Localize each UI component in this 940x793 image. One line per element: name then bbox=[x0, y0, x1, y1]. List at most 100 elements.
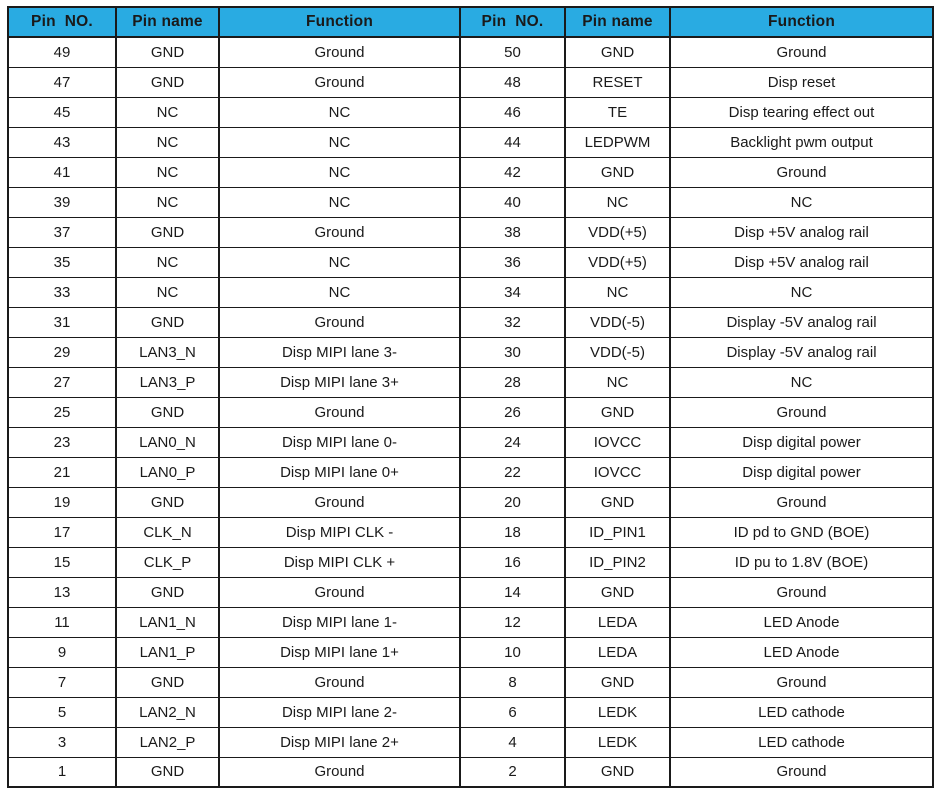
pin-no-cell: 9 bbox=[7, 636, 117, 668]
pin-no-cell: 29 bbox=[7, 336, 117, 368]
function-cell: LED cathode bbox=[669, 726, 934, 758]
pin-name-cell: RESET bbox=[564, 66, 671, 98]
function-cell: Ground bbox=[218, 756, 461, 788]
table-row: 35 NC NC 36 VDD(+5) Disp +5V analog rail bbox=[7, 246, 934, 278]
pin-name-cell: NC bbox=[115, 276, 220, 308]
function-cell: Disp reset bbox=[669, 66, 934, 98]
table-row: 45 NC NC 46 TE Disp tearing effect out bbox=[7, 96, 934, 128]
pin-name-cell: GND bbox=[115, 756, 220, 788]
pin-name-cell: LEDK bbox=[564, 696, 671, 728]
table-row: 17 CLK_N Disp MIPI CLK -18 ID_PIN1 ID pd to … bbox=[7, 516, 934, 548]
pinout-table-body: 49 GND Ground 50 GND Ground 47 GND Ground 48 RESET… bbox=[7, 36, 934, 788]
function-cell: LED Anode bbox=[669, 636, 934, 668]
pin-no-cell: 20 bbox=[459, 486, 566, 518]
function-cell: Backlight pwm output bbox=[669, 126, 934, 158]
pin-no-cell: 31 bbox=[7, 306, 117, 338]
pin-no-cell: 49 bbox=[7, 36, 117, 68]
pin-no-cell: 4 bbox=[459, 726, 566, 758]
table-row: 3 LAN2_P Disp MIPI lane 2+ 4 LEDK LED cathode bbox=[7, 726, 934, 758]
function-cell: Disp MIPI CLK + bbox=[218, 546, 461, 578]
pin-name-cell: NC bbox=[115, 246, 220, 278]
pin-no-cell: 50 bbox=[459, 36, 566, 68]
pin-name-cell: LAN0_N bbox=[115, 426, 220, 458]
function-cell: Disp tearing effect out bbox=[669, 96, 934, 128]
pin-no-cell: 33 bbox=[7, 276, 117, 308]
pin-name-cell: GND bbox=[564, 666, 671, 698]
pin-name-cell: GND bbox=[564, 756, 671, 788]
pin-no-cell: 44 bbox=[459, 126, 566, 158]
table-row: 47 GND Ground 48 RESET Disp reset bbox=[7, 66, 934, 98]
pin-name-cell: LAN2_P bbox=[115, 726, 220, 758]
function-cell: Disp MIPI lane 2+ bbox=[218, 726, 461, 758]
pin-no-cell: 1 bbox=[7, 756, 117, 788]
pin-name-cell: VDD(+5) bbox=[564, 216, 671, 248]
function-cell: NC bbox=[218, 126, 461, 158]
function-cell: NC bbox=[218, 246, 461, 278]
table-row: 49 GND Ground 50 GND Ground bbox=[7, 36, 934, 68]
function-cell: ID pu to 1.8V (BOE) bbox=[669, 546, 934, 578]
function-cell: NC bbox=[669, 366, 934, 398]
pin-no-cell: 36 bbox=[459, 246, 566, 278]
table-row: 23 LAN0_N Disp MIPI lane 0- 24 IOVCC Disp dig… bbox=[7, 426, 934, 458]
pin-name-cell: CLK_N bbox=[115, 516, 220, 548]
pin-name-cell: IOVCC bbox=[564, 426, 671, 458]
pin-no-cell: 8 bbox=[459, 666, 566, 698]
pin-name-cell: ID_PIN1 bbox=[564, 516, 671, 548]
pin-no-cell: 47 bbox=[7, 66, 117, 98]
pin-name-cell: NC bbox=[115, 186, 220, 218]
pin-no-cell: 21 bbox=[7, 456, 117, 488]
table-row: 27 LAN3_P Disp MIPI lane 3+ 28 NC NC bbox=[7, 366, 934, 398]
function-cell: LED Anode bbox=[669, 606, 934, 638]
pin-no-cell: 10 bbox=[459, 636, 566, 668]
table-row: 21 LAN0_P Disp MIPI lane 0+ 22 IOVCC Disp dig… bbox=[7, 456, 934, 488]
pin-name-cell: GND bbox=[564, 156, 671, 188]
pin-name-cell: NC bbox=[115, 96, 220, 128]
function-cell: NC bbox=[218, 186, 461, 218]
pin-no-cell: 17 bbox=[7, 516, 117, 548]
pin-no-cell: 41 bbox=[7, 156, 117, 188]
pin-name-cell: GND bbox=[115, 36, 220, 68]
pin-no-cell: 32 bbox=[459, 306, 566, 338]
pin-no-cell: 22 bbox=[459, 456, 566, 488]
pin-name-cell: LAN2_N bbox=[115, 696, 220, 728]
function-cell: NC bbox=[669, 276, 934, 308]
header-function-right: Function bbox=[669, 6, 934, 38]
pin-no-cell: 35 bbox=[7, 246, 117, 278]
pin-name-cell: LAN1_P bbox=[115, 636, 220, 668]
function-cell: Disp MIPI lane 0- bbox=[218, 426, 461, 458]
function-cell: Ground bbox=[669, 396, 934, 428]
function-cell: NC bbox=[669, 186, 934, 218]
function-cell: Ground bbox=[218, 486, 461, 518]
pin-no-cell: 38 bbox=[459, 216, 566, 248]
pin-no-cell: 6 bbox=[459, 696, 566, 728]
function-cell: NC bbox=[218, 156, 461, 188]
pin-name-cell: GND bbox=[564, 36, 671, 68]
pin-name-cell: IOVCC bbox=[564, 456, 671, 488]
pin-name-cell: LEDA bbox=[564, 606, 671, 638]
function-cell: Disp MIPI lane 3- bbox=[218, 336, 461, 368]
function-cell: Display -5V analog rail bbox=[669, 306, 934, 338]
pin-no-cell: 39 bbox=[7, 186, 117, 218]
pin-name-cell: NC bbox=[115, 156, 220, 188]
header-pin-no-left: Pin NO. bbox=[7, 6, 117, 38]
function-cell: Ground bbox=[218, 666, 461, 698]
header-function-left: Function bbox=[218, 6, 461, 38]
function-cell: Ground bbox=[218, 306, 461, 338]
function-cell: Ground bbox=[218, 216, 461, 248]
function-cell: Ground bbox=[669, 486, 934, 518]
table-row: 31 GND Ground 32 VDD(-5) Display -5V analog r… bbox=[7, 306, 934, 338]
pin-name-cell: NC bbox=[115, 126, 220, 158]
function-cell: Ground bbox=[669, 576, 934, 608]
table-row: 7 GND Ground 8 GND Ground bbox=[7, 666, 934, 698]
pin-name-cell: GND bbox=[115, 486, 220, 518]
table-row: 43 NC NC 44 LEDPWM Backlight pwm output bbox=[7, 126, 934, 158]
pin-name-cell: GND bbox=[564, 576, 671, 608]
pin-name-cell: GND bbox=[115, 306, 220, 338]
pin-name-cell: LAN1_N bbox=[115, 606, 220, 638]
pin-no-cell: 14 bbox=[459, 576, 566, 608]
header-pin-no-right: Pin NO. bbox=[459, 6, 566, 38]
pin-no-cell: 42 bbox=[459, 156, 566, 188]
pinout-table: Pin NO. Pin name Function Pin NO. Pin na… bbox=[7, 6, 934, 788]
function-cell: Disp digital power bbox=[669, 426, 934, 458]
pin-no-cell: 46 bbox=[459, 96, 566, 128]
